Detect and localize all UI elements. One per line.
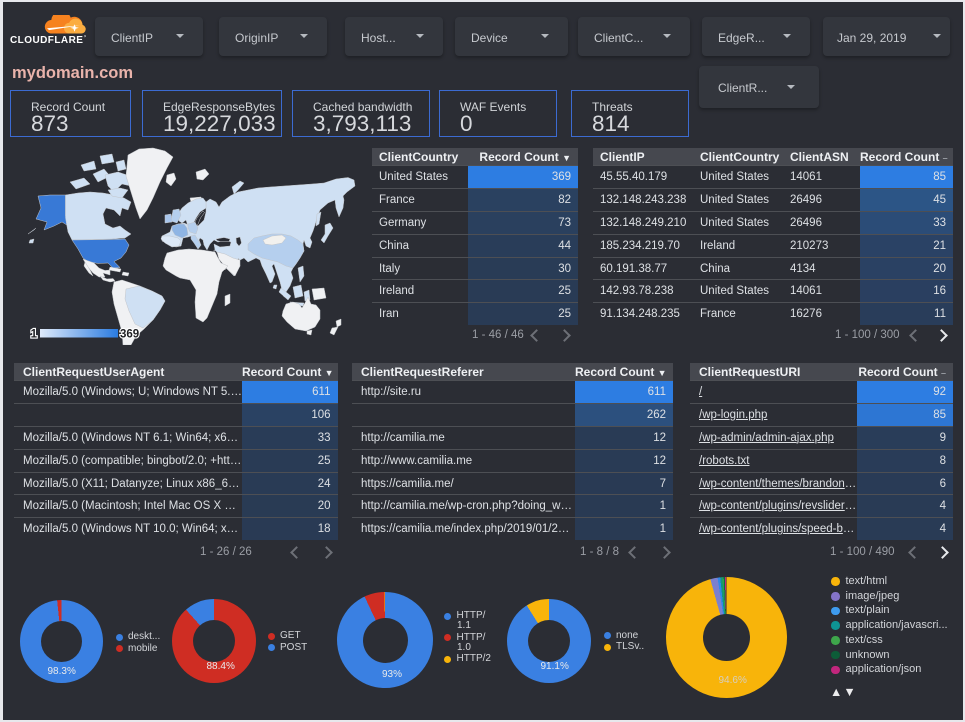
svg-text:369: 369 bbox=[120, 329, 139, 341]
svg-text:1: 1 bbox=[31, 329, 38, 341]
